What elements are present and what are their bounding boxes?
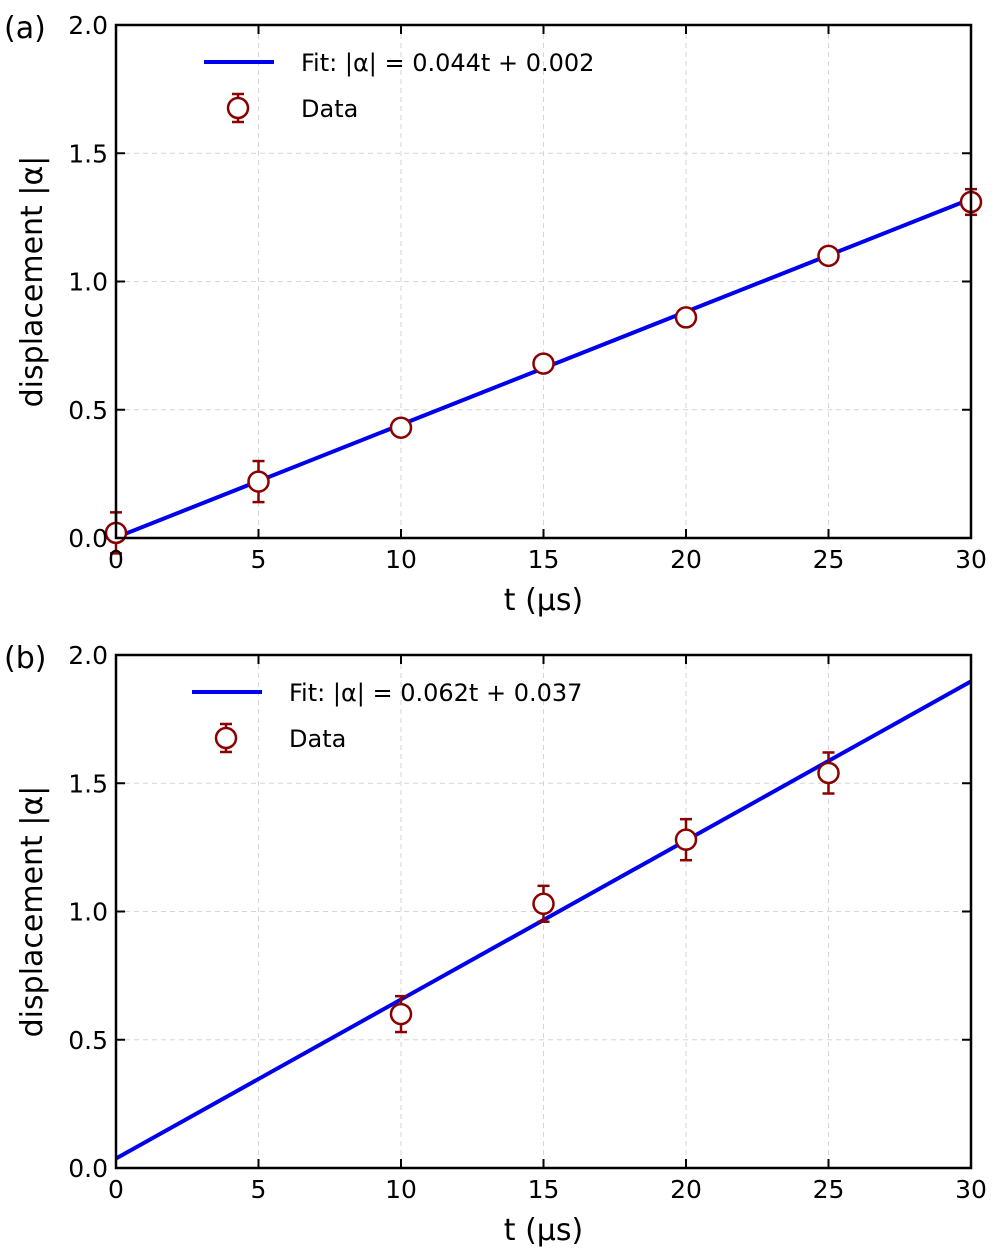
y-tick-label: 0.5	[68, 1026, 108, 1055]
x-tick-label: 10	[385, 1175, 417, 1204]
x-tick-label: 0	[108, 545, 124, 574]
y-tick-label: 2.0	[68, 641, 108, 670]
x-tick-label: 25	[813, 545, 845, 574]
x-tick-label: 10	[385, 545, 417, 574]
y-tick-label: 2.0	[68, 11, 108, 40]
data-point	[674, 306, 698, 329]
panel-a: 0 5 10 15 20 25 30 0.0 0.5 1.0 1.5 2.0 t (µs) displac…	[4, 11, 987, 618]
y-axis-label: displacement |α|	[15, 786, 50, 1038]
panel-label: (b)	[4, 641, 46, 676]
data-point	[532, 892, 555, 916]
legend-data-label: Data	[289, 725, 346, 753]
x-tick-label: 30	[955, 1175, 987, 1204]
data-point	[674, 828, 698, 851]
x-tick-label: 30	[955, 545, 987, 574]
panel-b: 0 5 10 15 20 25 30 0.0 0.5 1.0 1.5 2.0 t (µs) displac…	[4, 641, 987, 1248]
x-tick-label: 20	[670, 1175, 702, 1204]
x-tick-label: 5	[251, 1175, 267, 1204]
x-tick-label: 25	[813, 1175, 845, 1204]
plot-frame	[114, 653, 973, 1170]
y-tick-label: 0.5	[68, 396, 108, 425]
plot-frame	[114, 23, 973, 540]
y-tick-label: 0.0	[68, 1154, 108, 1183]
y-tick-label: 1.5	[68, 769, 108, 798]
data-point	[817, 761, 840, 785]
panel-label: (a)	[4, 11, 46, 46]
data-point	[389, 416, 413, 439]
data-point	[247, 470, 270, 493]
legend-data-label: Data	[301, 95, 358, 123]
x-tick-label: 0	[108, 1175, 124, 1204]
legend-fit-label: Fit: |α| = 0.044t + 0.002	[301, 49, 594, 77]
y-tick-label: 1.0	[68, 898, 108, 927]
y-tick-label: 1.0	[68, 268, 108, 297]
y-tick-label: 1.5	[68, 139, 108, 168]
y-tick-label: 0.0	[68, 524, 108, 553]
x-tick-label: 5	[251, 545, 267, 574]
data-point	[532, 352, 555, 375]
x-tick-label: 15	[528, 1175, 560, 1204]
data-point	[389, 1002, 413, 1026]
x-tick-label: 15	[528, 545, 560, 574]
legend-fit-label: Fit: |α| = 0.062t + 0.037	[289, 679, 582, 707]
x-tick-label: 20	[670, 545, 702, 574]
y-axis-label: displacement |α|	[15, 156, 50, 408]
legend-data-marker	[226, 96, 250, 120]
data-point	[817, 244, 840, 268]
x-axis-label: t (µs)	[504, 1213, 583, 1248]
x-axis-label: t (µs)	[504, 583, 583, 618]
legend-data-marker	[214, 726, 238, 750]
